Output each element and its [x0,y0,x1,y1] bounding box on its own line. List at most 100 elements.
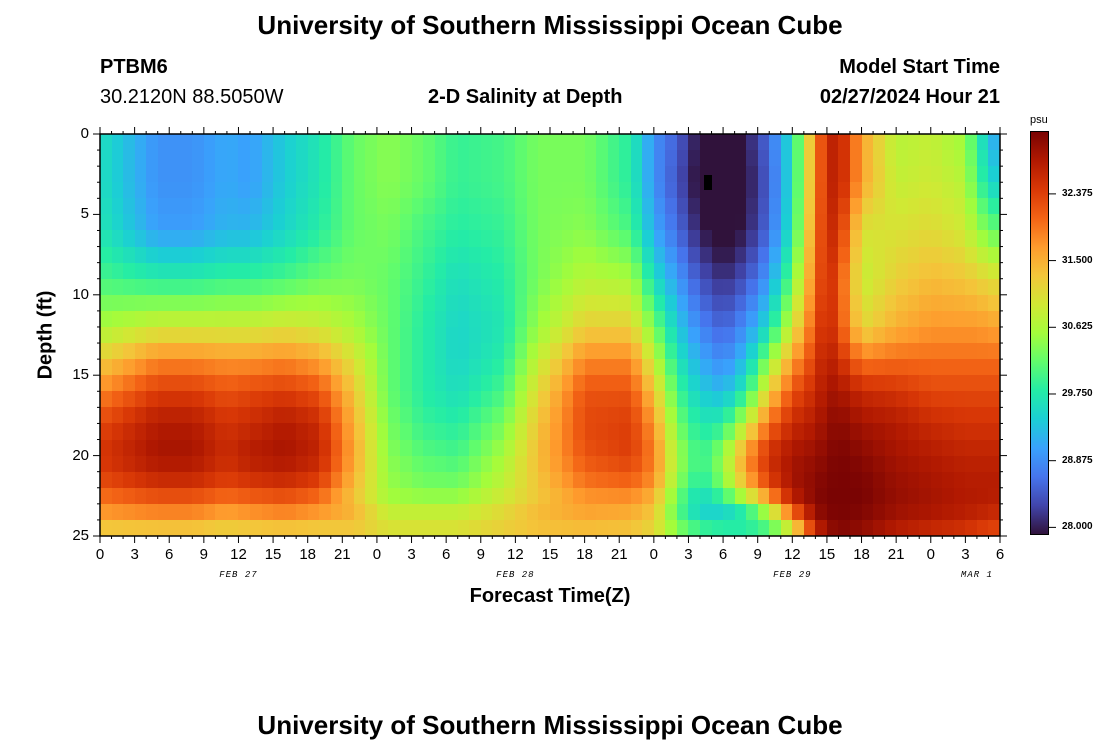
heatmap-cell [826,407,840,425]
heatmap-cell [850,278,863,296]
heatmap-cell [780,278,793,296]
heatmap-cell [250,471,263,489]
heatmap-cell [953,230,966,248]
heatmap-cell [157,423,170,441]
heatmap-cell [526,343,540,360]
heatmap-cell [665,471,678,489]
x-tick-label: 0 [926,546,935,563]
heatmap-cell [884,262,897,280]
heatmap-cell [884,487,897,505]
heatmap-cell [457,198,470,215]
heatmap-cell [215,230,228,248]
heatmap-cell [815,407,828,425]
heatmap-cell [134,439,147,457]
heatmap-cell [515,455,528,473]
heatmap-cell [469,214,482,232]
heatmap-cell [423,455,436,473]
heatmap-cell [792,150,805,167]
heatmap-cell [400,487,413,505]
heatmap-cell [215,359,228,376]
heatmap-cell [169,487,182,505]
heatmap-cell [319,182,332,199]
heatmap-cell [100,214,113,232]
heatmap-cell [365,150,378,167]
heatmap-cell [584,359,597,376]
heatmap-cell [676,407,690,425]
heatmap-cell [769,375,782,392]
heatmap-cell [284,214,297,232]
heatmap-cell [250,214,263,232]
heatmap-cell [838,455,851,473]
heatmap-cell [423,278,436,296]
heatmap-cell [907,166,920,183]
heatmap-cell [803,214,816,232]
heatmap-cell [942,262,955,280]
heatmap-cell [665,150,678,167]
heatmap-cell [388,214,401,232]
heatmap-cell [226,439,240,457]
heatmap-cell [457,375,470,392]
heatmap-cell [457,166,470,183]
heatmap-cell [861,310,874,328]
heatmap-cell [930,439,943,457]
heatmap-cell [365,343,378,360]
heatmap-cell [526,182,540,199]
heatmap-cell [400,198,413,215]
heatmap-cell [157,503,170,521]
x-tick-label: 12 [507,546,524,563]
heatmap-cell [953,278,966,296]
heatmap-cell [769,294,782,312]
heatmap-cell [376,423,390,441]
heatmap-cell [469,134,482,151]
heatmap-cell [365,423,378,441]
heatmap-cell [550,166,563,183]
heatmap-cell [780,471,793,489]
heatmap-cell [561,407,574,425]
heatmap-cell [180,375,193,392]
heatmap-cell [100,375,113,392]
heatmap-cell [526,471,540,489]
heatmap-cell [953,455,966,473]
heatmap-cell [480,455,493,473]
heatmap-cell [503,471,516,489]
heatmap-cell [873,246,886,264]
heatmap-cell [873,150,886,167]
heatmap-cell [630,391,643,408]
heatmap-cell [561,198,574,215]
heatmap-cell [365,391,378,408]
heatmap-cell [780,134,793,151]
heatmap-cell [780,166,793,183]
heatmap-cell [376,150,390,167]
heatmap-cell [423,487,436,505]
heatmap-cell [273,343,286,360]
heatmap-cell [273,423,286,441]
heatmap-cell [976,166,990,183]
heatmap-cell [111,182,124,199]
heatmap-cell [169,150,182,167]
heatmap-cell [411,359,424,376]
heatmap-cell [642,182,655,199]
heatmap-cell [988,503,1000,521]
heatmap-cell [307,262,320,280]
heatmap-cell [446,134,459,151]
heatmap-cell [423,439,436,457]
heatmap-cell [919,326,932,344]
heatmap-cell [469,182,482,199]
heatmap-cell [342,246,355,264]
heatmap-cell [296,519,309,536]
heatmap-cell [423,166,436,183]
heatmap-cell [146,134,159,151]
heatmap-cell [653,182,666,199]
heatmap-cell [988,439,1000,457]
heatmap-cell [111,423,124,441]
heatmap-cell [873,278,886,296]
heatmap-cell [630,455,643,473]
heatmap-cell [307,423,320,441]
heatmap-cell [988,198,1000,215]
heatmap-cell [873,407,886,425]
heatmap-cell [780,519,793,536]
heatmap-cell [180,471,193,489]
heatmap-cell [930,246,943,264]
heatmap-cell [723,150,736,167]
heatmap-cell [711,519,724,536]
